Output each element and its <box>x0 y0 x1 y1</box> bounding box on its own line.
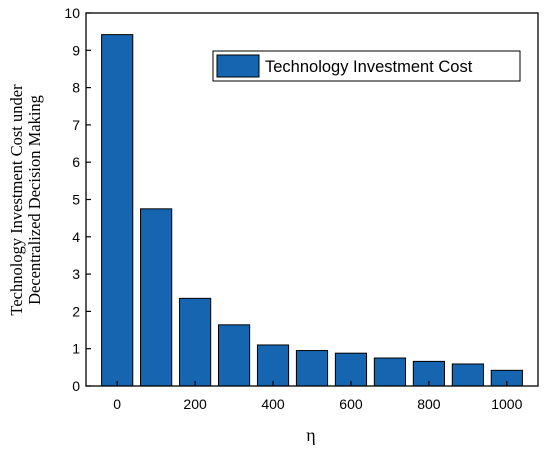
legend-label: Technology Investment Cost <box>265 58 473 76</box>
y-axis-title-line-2: Decentralized Decision Making <box>25 95 44 305</box>
bar-100 <box>140 208 173 387</box>
plot-frame <box>85 12 539 387</box>
x-tick-label: 1000 <box>491 396 522 412</box>
legend: Technology Investment Cost <box>212 50 521 82</box>
x-tick-label: 800 <box>417 396 441 412</box>
bar-500 <box>295 350 329 387</box>
bar-300 <box>217 324 251 387</box>
legend-box <box>212 50 521 82</box>
y-tick-label: 1 <box>72 341 80 357</box>
legend-swatch <box>216 54 260 78</box>
y-tick-label: 10 <box>64 5 80 21</box>
y-tick-label: 8 <box>72 80 80 96</box>
bar-900 <box>451 363 484 387</box>
bar-series <box>101 34 523 387</box>
y-axis-ticks: 0 1 2 3 4 5 6 7 8 9 10 <box>64 5 91 394</box>
y-axis-title-line-1: Technology Investment Cost under <box>7 84 26 316</box>
bar-600 <box>334 352 368 387</box>
bar-0 <box>101 34 134 387</box>
x-tick-label: 600 <box>339 396 363 412</box>
x-tick-label: 400 <box>261 396 285 412</box>
x-tick-label: 0 <box>113 396 121 412</box>
y-tick-label: 4 <box>72 229 80 245</box>
y-tick-label: 6 <box>72 154 80 170</box>
y-tick-label: 0 <box>72 378 80 394</box>
bar-700 <box>373 357 407 387</box>
y-tick-label: 5 <box>72 192 80 208</box>
y-tick-label: 3 <box>72 266 80 282</box>
x-axis-title: η <box>306 425 315 445</box>
bar-200 <box>179 297 212 387</box>
y-tick-label: 9 <box>72 42 80 58</box>
y-axis-title: Technology Investment Cost under Decentr… <box>7 84 44 316</box>
x-tick-label: 200 <box>183 396 207 412</box>
y-tick-label: 7 <box>72 117 80 133</box>
y-tick-label: 2 <box>72 303 80 319</box>
bar-400 <box>256 344 290 387</box>
x-axis-ticks: 0 200 400 600 800 1000 <box>113 381 523 412</box>
